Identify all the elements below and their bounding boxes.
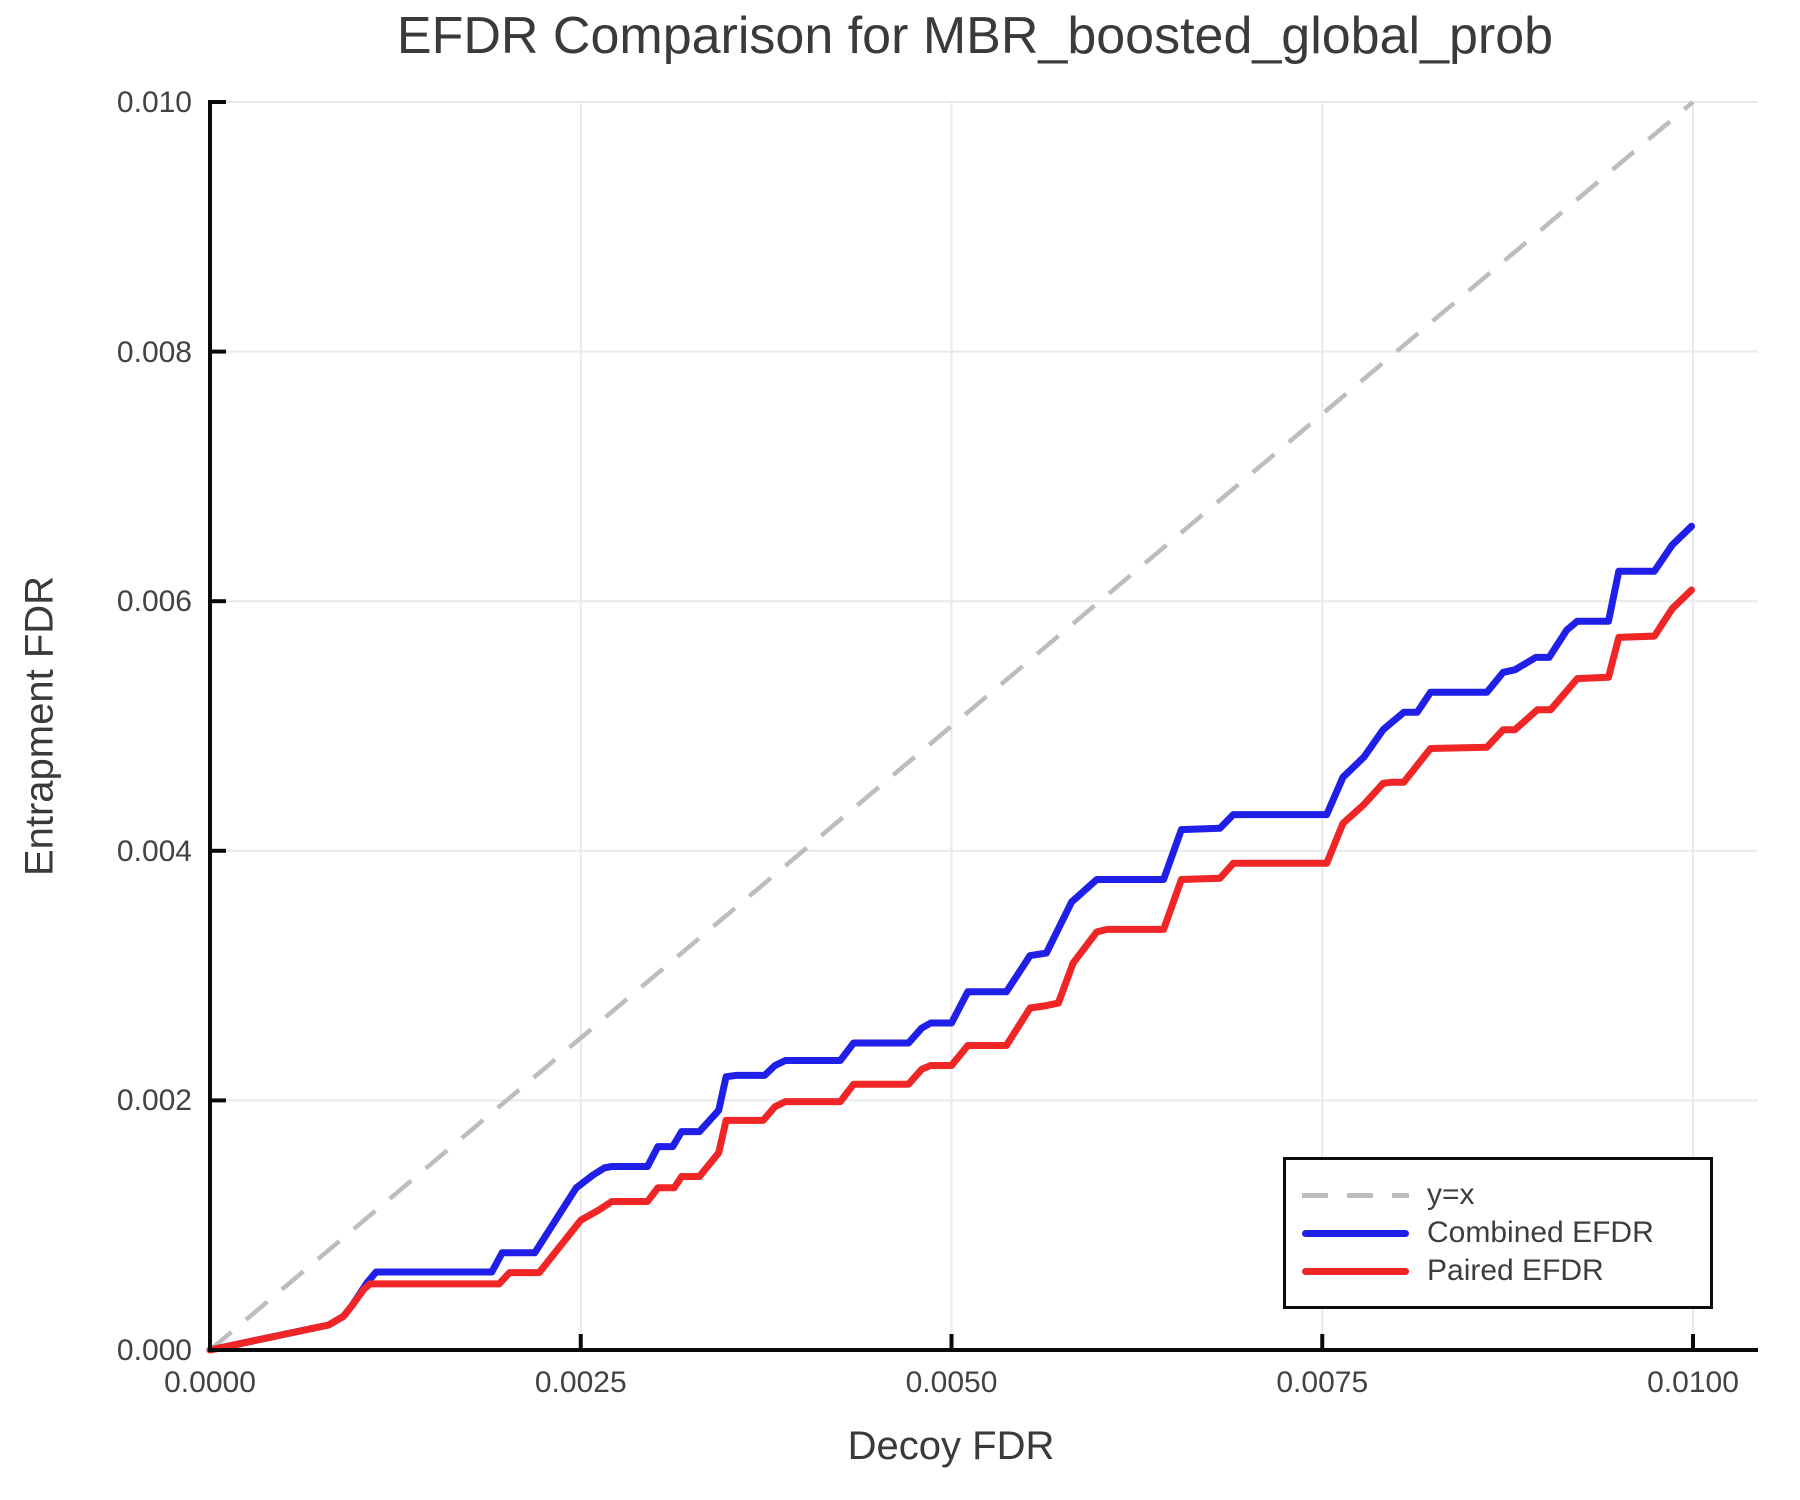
legend-label: y=x [1427, 1178, 1475, 1211]
legend-entry-yx: y=x [1302, 1176, 1710, 1214]
y-tick-label: 0.004 [116, 834, 192, 868]
x-tick-label: 0.0075 [1276, 1366, 1369, 1399]
y-axis-label: Entrapment FDR [17, 575, 62, 877]
x-tick-label: 0.0100 [1647, 1366, 1739, 1399]
x-tick-label: 0.0025 [534, 1366, 627, 1399]
y-tick-label: 0.000 [116, 1334, 192, 1367]
red-line-sample-icon [1302, 1267, 1409, 1275]
y-tick-label: 0.002 [116, 1084, 192, 1118]
dashed-line-sample-icon [1302, 1192, 1409, 1198]
y-tick-label: 0.010 [116, 86, 192, 119]
blue-line-sample-icon [1302, 1229, 1409, 1237]
y-tick-label: 0.006 [116, 585, 192, 619]
x-tick-label: 0.0000 [164, 1366, 256, 1399]
legend-entry-paired: Paired EFDR [1302, 1252, 1710, 1290]
legend-label: Combined EFDR [1427, 1216, 1654, 1249]
y-tick-label: 0.008 [116, 335, 192, 369]
x-axis-label: Decoy FDR [847, 1424, 1055, 1468]
x-tick-label: 0.0050 [905, 1366, 998, 1399]
legend-entry-combined: Combined EFDR [1302, 1214, 1710, 1252]
chart-title: EFDR Comparison for MBR_boosted_global_p… [396, 7, 1554, 65]
legend-label: Paired EFDR [1427, 1254, 1604, 1287]
legend: y=x Combined EFDR Paired EFDR [1283, 1157, 1713, 1309]
